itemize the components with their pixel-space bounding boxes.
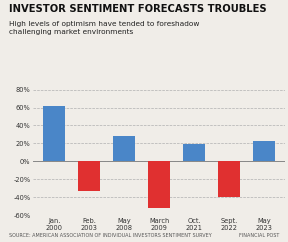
Bar	[183, 144, 206, 161]
Bar	[253, 141, 276, 161]
Bar	[78, 161, 101, 191]
Bar	[113, 136, 135, 161]
Text: High levels of optimism have tended to foreshadow
challenging market environment: High levels of optimism have tended to f…	[9, 21, 199, 35]
Bar	[218, 161, 240, 197]
Text: SOURCE: AMERICAN ASSOCIATION OF INDIVIDUAL INVESTORS SENTIMENT SURVEY: SOURCE: AMERICAN ASSOCIATION OF INDIVIDU…	[9, 233, 211, 238]
Text: INVESTOR SENTIMENT FORECASTS TROUBLES: INVESTOR SENTIMENT FORECASTS TROUBLES	[9, 4, 266, 14]
Bar	[43, 106, 65, 161]
Bar	[148, 161, 170, 208]
Text: FINANCIAL POST: FINANCIAL POST	[239, 233, 279, 238]
